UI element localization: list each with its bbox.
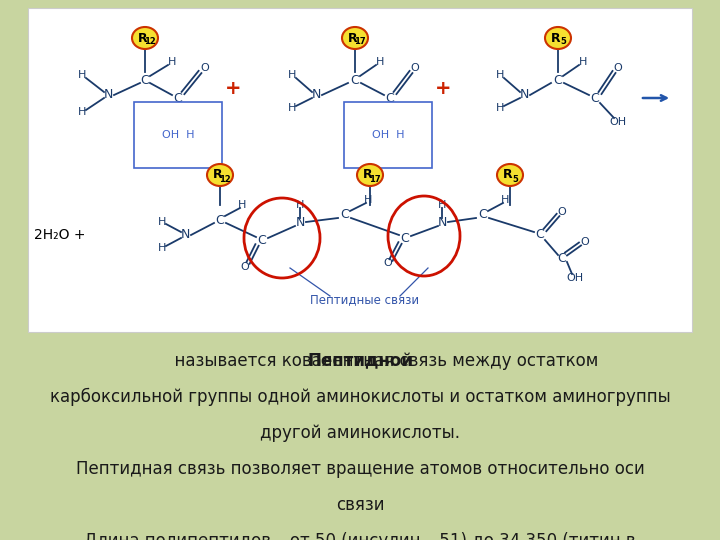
Text: 17: 17	[369, 174, 381, 184]
Text: C: C	[386, 91, 395, 105]
Text: N: N	[437, 215, 446, 228]
Text: O: O	[384, 258, 392, 268]
Text: O: O	[580, 237, 590, 247]
Text: 5: 5	[560, 37, 566, 46]
Text: H: H	[438, 200, 446, 210]
Text: H: H	[238, 200, 246, 210]
Ellipse shape	[497, 164, 523, 186]
Text: H: H	[296, 200, 304, 210]
Text: R: R	[348, 31, 358, 44]
Text: OH: OH	[197, 117, 214, 127]
Text: +: +	[225, 78, 241, 98]
Text: H: H	[158, 217, 166, 227]
Text: C: C	[536, 228, 544, 241]
Text: H: H	[376, 57, 384, 67]
Text: H: H	[168, 57, 176, 67]
Text: H: H	[496, 103, 504, 113]
Text: Длина полипептидов – от 50 (инсулин – 51) до 34 350 (титин в: Длина полипептидов – от 50 (инсулин – 51…	[84, 532, 636, 540]
Text: H: H	[579, 57, 588, 67]
Ellipse shape	[545, 27, 571, 49]
Text: N: N	[103, 89, 113, 102]
Text: OH: OH	[567, 273, 584, 283]
Text: H: H	[158, 243, 166, 253]
Text: R: R	[363, 168, 373, 181]
Text: OH  H: OH H	[372, 130, 404, 140]
Ellipse shape	[357, 164, 383, 186]
Text: C: C	[215, 213, 225, 226]
Text: OH: OH	[406, 117, 423, 127]
Text: C: C	[400, 232, 410, 245]
Text: R: R	[503, 168, 513, 181]
Text: H: H	[288, 103, 296, 113]
Text: 5: 5	[512, 174, 518, 184]
Text: C: C	[351, 73, 359, 86]
Text: N: N	[519, 89, 528, 102]
Text: C: C	[140, 73, 149, 86]
Text: Пептидной: Пептидной	[307, 352, 413, 370]
Text: 12: 12	[144, 37, 156, 46]
Text: O: O	[613, 63, 622, 73]
Text: 2H₂O +: 2H₂O +	[35, 228, 86, 242]
Text: 12: 12	[219, 174, 231, 184]
Text: N: N	[295, 215, 305, 228]
Text: 17: 17	[354, 37, 366, 46]
Text: OH: OH	[609, 117, 626, 127]
Text: R: R	[213, 168, 222, 181]
Text: R: R	[552, 31, 561, 44]
Text: H: H	[501, 195, 509, 205]
FancyBboxPatch shape	[28, 8, 692, 332]
Text: C: C	[590, 91, 599, 105]
Text: C: C	[479, 208, 487, 221]
Text: H: H	[288, 70, 296, 80]
Text: C: C	[341, 208, 349, 221]
Text: H: H	[496, 70, 504, 80]
Text: O: O	[557, 207, 567, 217]
Text: Пептидные связи: Пептидные связи	[310, 294, 420, 307]
Text: называется ковалентная связь между остатком: называется ковалентная связь между остат…	[122, 352, 598, 370]
Ellipse shape	[342, 27, 368, 49]
Text: H: H	[78, 107, 86, 117]
Text: N: N	[311, 89, 320, 102]
Text: связи: связи	[336, 496, 384, 514]
Text: O: O	[240, 262, 249, 272]
Text: OH  H: OH H	[162, 130, 194, 140]
Ellipse shape	[132, 27, 158, 49]
Text: Пептидная связь позволяет вращение атомов относительно оси: Пептидная связь позволяет вращение атомо…	[76, 460, 644, 478]
Text: H: H	[364, 195, 372, 205]
Text: C: C	[174, 91, 182, 105]
Text: N: N	[180, 228, 189, 241]
Text: C: C	[554, 73, 562, 86]
Text: R: R	[138, 31, 148, 44]
Text: +: +	[435, 78, 451, 98]
Text: O: O	[201, 63, 210, 73]
Text: другой аминокислоты.: другой аминокислоты.	[260, 424, 460, 442]
Text: карбоксильной группы одной аминокислоты и остатком аминогруппы: карбоксильной группы одной аминокислоты …	[50, 388, 670, 406]
Text: C: C	[258, 233, 266, 246]
Text: C: C	[557, 252, 567, 265]
Text: O: O	[410, 63, 419, 73]
Ellipse shape	[207, 164, 233, 186]
Text: H: H	[78, 70, 86, 80]
